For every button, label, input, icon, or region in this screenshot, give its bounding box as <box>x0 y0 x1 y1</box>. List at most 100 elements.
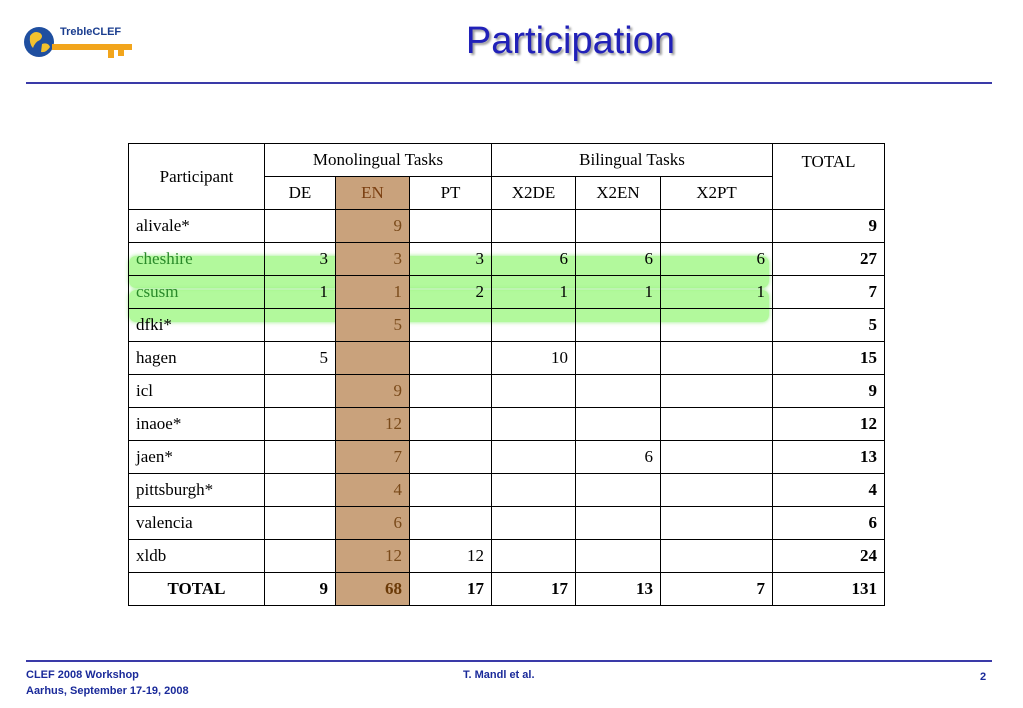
cell-en: 4 <box>335 473 410 507</box>
header-bilingual: Bilingual Tasks <box>491 143 773 177</box>
cell-x2pt <box>660 407 773 441</box>
cell-x2pt: 6 <box>660 242 773 276</box>
cell-total: 7 <box>772 275 885 309</box>
table-row: cheshire 3 3 3 6 6 6 27 <box>128 242 885 276</box>
total-pt: 17 <box>409 572 492 606</box>
participant-name: csusm <box>128 275 265 309</box>
cell-x2en <box>575 473 661 507</box>
cell-x2en: 1 <box>575 275 661 309</box>
cell-en: 9 <box>335 209 410 243</box>
total-x2de: 17 <box>491 572 576 606</box>
participant-name: dfki* <box>128 308 265 342</box>
participant-name: xldb <box>128 539 265 573</box>
cell-x2de: 10 <box>491 341 576 375</box>
cell-x2de <box>491 407 576 441</box>
cell-pt: 3 <box>409 242 492 276</box>
cell-x2pt <box>660 341 773 375</box>
totals-label: TOTAL <box>128 572 265 606</box>
cell-pt <box>409 374 492 408</box>
cell-x2pt <box>660 374 773 408</box>
cell-en: 1 <box>335 275 410 309</box>
cell-en: 9 <box>335 374 410 408</box>
table-row: valencia 6 6 <box>128 506 885 540</box>
cell-total: 24 <box>772 539 885 573</box>
cell-total: 6 <box>772 506 885 540</box>
footer-authors: T. Mandl et al. <box>463 669 535 681</box>
total-x2en: 13 <box>575 572 661 606</box>
cell-x2de <box>491 539 576 573</box>
participant-name: icl <box>128 374 265 408</box>
cell-total: 27 <box>772 242 885 276</box>
cell-total: 13 <box>772 440 885 474</box>
total-x2pt: 7 <box>660 572 773 606</box>
cell-en: 12 <box>335 407 410 441</box>
subheader-de: DE <box>264 176 336 210</box>
grand-total: 131 <box>772 572 885 606</box>
cell-de: 5 <box>264 341 336 375</box>
header-monolingual: Monolingual Tasks <box>264 143 492 177</box>
cell-en: 5 <box>335 308 410 342</box>
cell-pt <box>409 506 492 540</box>
table-row: alivale* 9 9 <box>128 209 885 243</box>
cell-x2pt <box>660 539 773 573</box>
cell-de <box>264 506 336 540</box>
cell-total: 12 <box>772 407 885 441</box>
cell-x2de <box>491 440 576 474</box>
cell-de <box>264 374 336 408</box>
total-de: 9 <box>264 572 336 606</box>
footer-divider <box>26 660 992 662</box>
cell-total: 9 <box>772 374 885 408</box>
participation-table: Participant Monolingual Tasks Bilingual … <box>128 143 885 606</box>
table-row: csusm 1 1 2 1 1 1 7 <box>128 275 885 309</box>
cell-x2en: 6 <box>575 242 661 276</box>
participant-name: alivale* <box>128 209 265 243</box>
subheader-x2pt: X2PT <box>660 176 773 210</box>
table-row: icl 9 9 <box>128 374 885 408</box>
cell-pt <box>409 308 492 342</box>
subheader-en: EN <box>335 176 410 210</box>
cell-x2de <box>491 209 576 243</box>
cell-total: 15 <box>772 341 885 375</box>
cell-pt <box>409 209 492 243</box>
footer-workshop: CLEF 2008 Workshop <box>26 669 139 681</box>
logo-text: TrebleCLEF <box>60 26 122 38</box>
cell-x2en <box>575 374 661 408</box>
cell-de <box>264 539 336 573</box>
cell-x2de: 1 <box>491 275 576 309</box>
cell-pt: 12 <box>409 539 492 573</box>
footer-location-date: Aarhus, September 17-19, 2008 <box>26 685 189 697</box>
totals-row: TOTAL 9 68 17 17 13 7 131 <box>128 572 885 606</box>
cell-x2en <box>575 308 661 342</box>
cell-de <box>264 209 336 243</box>
cell-x2pt <box>660 473 773 507</box>
page-title: Participation <box>465 20 675 62</box>
subheader-x2de: X2DE <box>491 176 576 210</box>
participant-name: hagen <box>128 341 265 375</box>
cell-x2pt: 1 <box>660 275 773 309</box>
subheader-x2en: X2EN <box>575 176 661 210</box>
cell-en: 3 <box>335 242 410 276</box>
cell-en: 6 <box>335 506 410 540</box>
cell-pt <box>409 440 492 474</box>
header-participant: Participant <box>128 143 265 210</box>
cell-de: 1 <box>264 275 336 309</box>
cell-x2en <box>575 407 661 441</box>
cell-de: 3 <box>264 242 336 276</box>
cell-x2de <box>491 473 576 507</box>
cell-x2de <box>491 506 576 540</box>
cell-de <box>264 308 336 342</box>
cell-x2pt <box>660 440 773 474</box>
cell-x2pt <box>660 308 773 342</box>
participant-name: valencia <box>128 506 265 540</box>
table-row: xldb 12 12 24 <box>128 539 885 573</box>
cell-x2en <box>575 506 661 540</box>
participant-name: jaen* <box>128 440 265 474</box>
page-number: 2 <box>980 671 987 683</box>
cell-en <box>335 341 410 375</box>
cell-en: 7 <box>335 440 410 474</box>
cell-total: 5 <box>772 308 885 342</box>
cell-pt <box>409 473 492 507</box>
table-row: pittsburgh* 4 4 <box>128 473 885 507</box>
cell-x2pt <box>660 209 773 243</box>
cell-x2pt <box>660 506 773 540</box>
